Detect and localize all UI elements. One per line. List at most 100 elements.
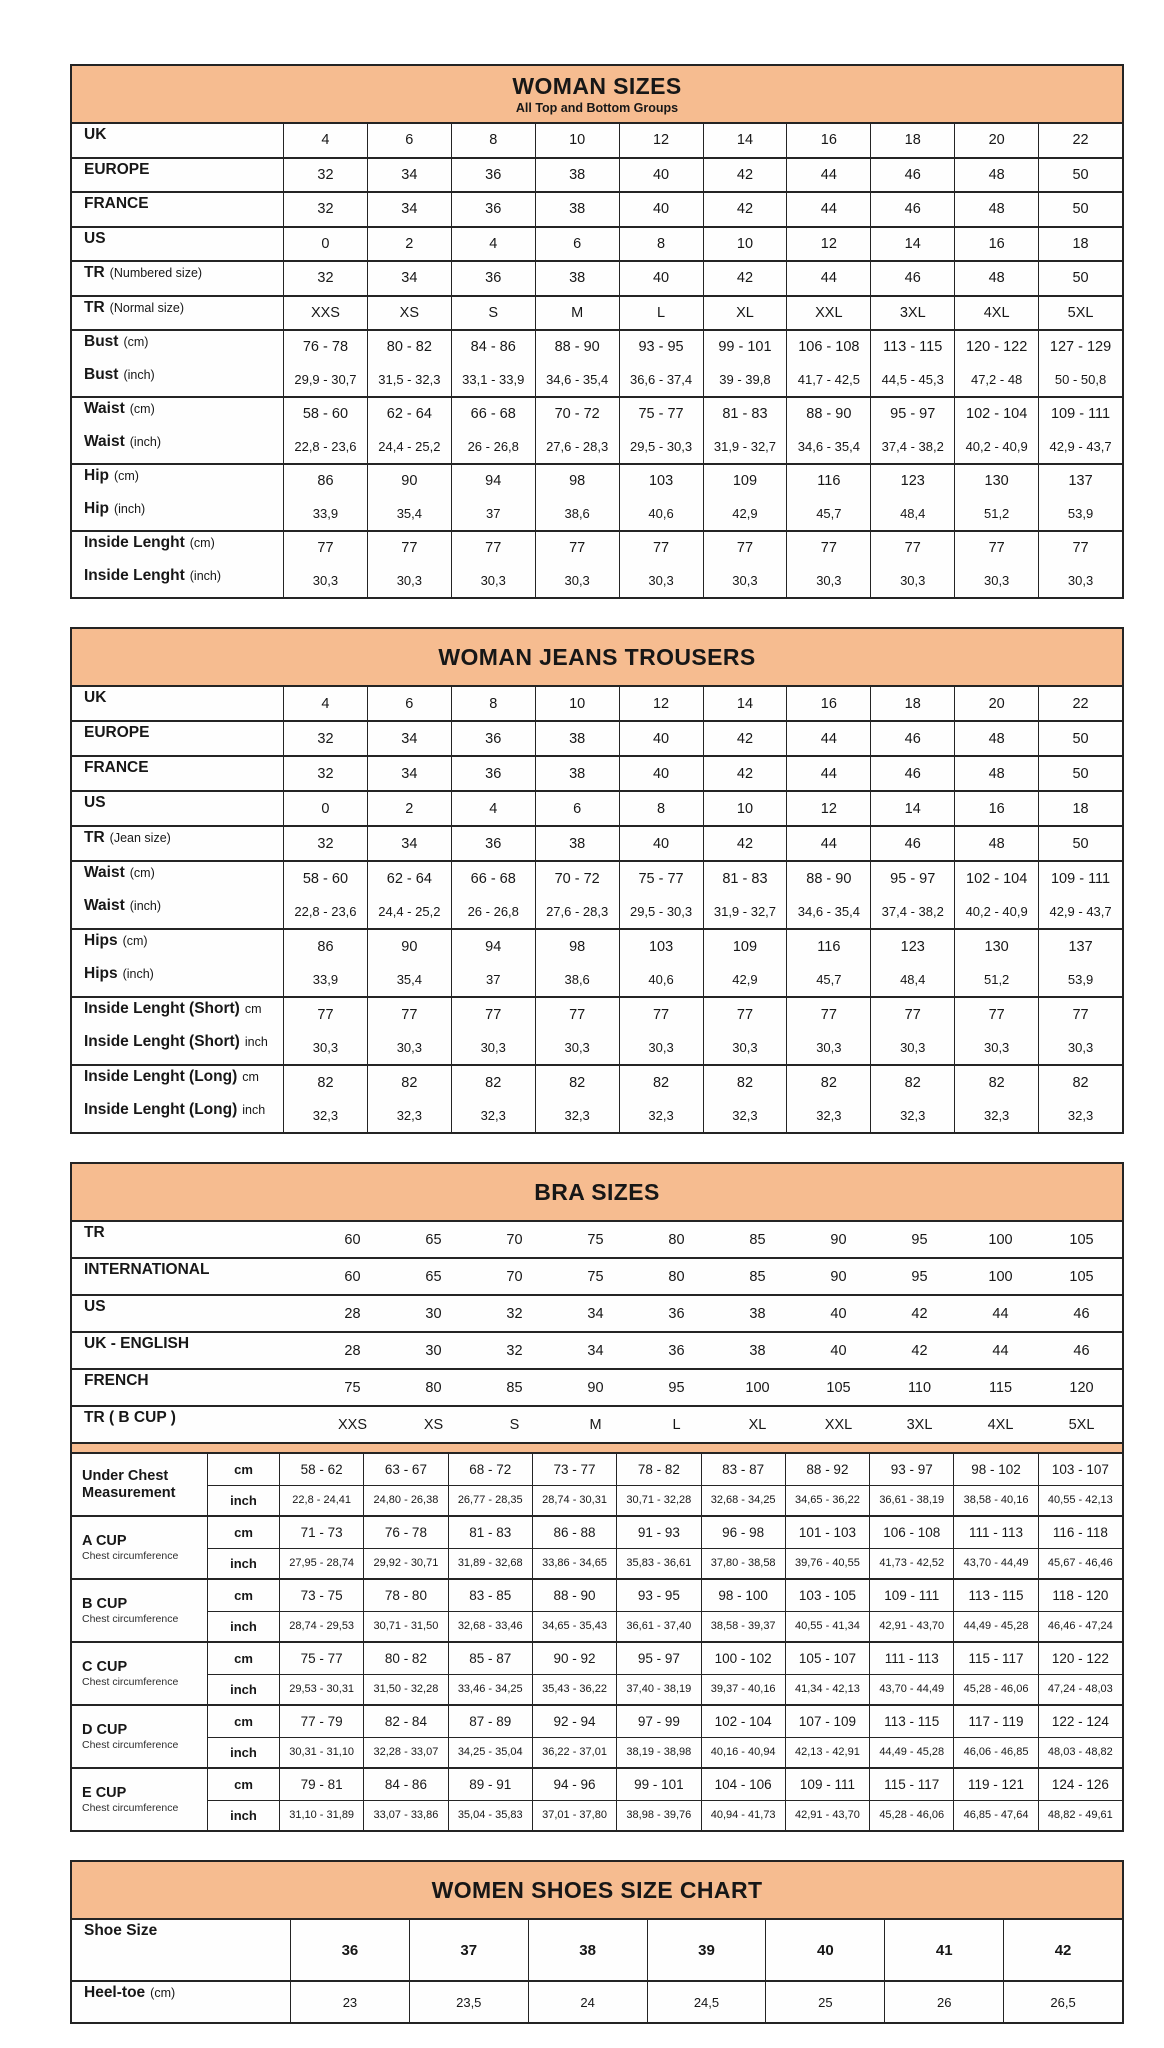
- size-value: 23,5: [408, 1982, 528, 2022]
- size-value: 35,83 - 36,61: [616, 1547, 701, 1578]
- size-value: 82: [870, 1066, 954, 1099]
- size-value: 40,6: [618, 963, 703, 996]
- size-value: 98 - 100: [700, 1580, 785, 1611]
- size-value: 29,5 - 30,3: [618, 895, 703, 928]
- size-value: 60: [344, 1231, 361, 1248]
- size-value: 45,28 - 46,06: [869, 1799, 954, 1830]
- row-label-note: (cm): [122, 934, 148, 948]
- size-value: 78 - 82: [616, 1454, 700, 1485]
- size-value: 42: [702, 722, 787, 755]
- size-value: 109 - 111: [1038, 862, 1122, 895]
- size-value: 4: [283, 124, 367, 157]
- size-value: 41,34 - 42,13: [784, 1673, 870, 1704]
- size-value: 80: [668, 1268, 685, 1285]
- size-value: 87 - 89: [447, 1706, 532, 1737]
- size-value: 46,85 - 47,64: [953, 1799, 1038, 1830]
- size-value: 58 - 60: [283, 398, 367, 431]
- size-value: 38,6: [534, 963, 619, 996]
- size-value: 137: [1038, 930, 1122, 963]
- size-value: 42: [1003, 1920, 1122, 1980]
- size-value: 75 - 77: [618, 398, 703, 431]
- row-label: Hip (inch): [72, 498, 283, 531]
- size-value: 8: [618, 792, 703, 825]
- size-value: 36: [668, 1305, 685, 1322]
- size-value: 62 - 64: [366, 862, 451, 895]
- row-label-text: TR: [84, 298, 105, 316]
- size-value: 100: [745, 1379, 770, 1396]
- cup-label-text: E CUP: [82, 1784, 127, 1801]
- size-value: 18: [870, 687, 954, 720]
- size-value: 42,9 - 43,7: [1038, 430, 1122, 463]
- size-value: 34,65 - 35,43: [531, 1610, 617, 1641]
- size-value: 50: [1038, 722, 1122, 755]
- size-value: 119 - 121: [953, 1769, 1037, 1800]
- size-value: 5XL: [1038, 296, 1122, 329]
- cup-label: C CUP Chest circumference: [72, 1643, 207, 1704]
- row-label: FRANCE: [72, 193, 283, 226]
- size-value: 34: [366, 158, 451, 191]
- size-value: 42: [702, 827, 787, 860]
- size-value: 50 - 50,8: [1038, 363, 1122, 396]
- size-value: 68 - 72: [447, 1454, 532, 1485]
- size-value: 38: [749, 1342, 766, 1359]
- table-row: US 0 2 4 6 8 10 12 14 16 18: [72, 792, 1122, 825]
- row-group: Inside Lenght (cm) 77 77 77 77 77 77 77 77 77 77 Ins…: [72, 530, 1122, 597]
- size-value: 24,4 - 25,2: [366, 430, 451, 463]
- size-value: 113 - 115: [870, 331, 954, 364]
- table-row: FRANCE 32 34 36 38 40 42 44 46 48 50: [72, 193, 1122, 226]
- size-value: 26 - 26,8: [450, 895, 535, 928]
- row-label: UK: [72, 124, 283, 157]
- row-label-note: (inch): [122, 967, 154, 981]
- size-value: M: [589, 1416, 602, 1433]
- size-value: 32,3: [870, 1099, 954, 1132]
- size-value: 111 - 113: [953, 1517, 1037, 1548]
- row-label-text: Bust: [84, 333, 119, 350]
- size-value: 12: [786, 792, 870, 825]
- size-value: 30,3: [870, 1031, 954, 1064]
- size-value: 2: [366, 227, 451, 260]
- size-value: 32,68 - 33,46: [447, 1610, 532, 1641]
- row-label-note: (Numbered size): [109, 266, 203, 280]
- size-value: 77: [870, 532, 954, 565]
- size-value: 44: [786, 262, 870, 295]
- size-value: 86: [283, 930, 367, 963]
- size-value: 118 - 120: [1037, 1580, 1122, 1611]
- row-label-note: inch: [244, 1035, 268, 1049]
- cup-label-text: D CUP: [82, 1721, 128, 1738]
- size-value: 31,9 - 32,7: [702, 430, 787, 463]
- size-value: S: [509, 1416, 520, 1433]
- size-value: 80 - 82: [366, 331, 451, 364]
- size-value: 77 - 79: [279, 1706, 363, 1737]
- size-value: 90 - 92: [531, 1643, 616, 1674]
- size-value: 107 - 109: [784, 1706, 869, 1737]
- size-value: 34,6 - 35,4: [786, 895, 870, 928]
- size-value: 96 - 98: [700, 1517, 785, 1548]
- row-label-note: (cm): [129, 866, 155, 880]
- size-value: 18: [1038, 227, 1122, 260]
- size-value: 32,3: [702, 1099, 787, 1132]
- row-group: TR (Normal size) XXS XS S M L XL XXL 3XL 4XL 5XL: [72, 294, 1122, 329]
- size-value: 65: [425, 1231, 442, 1248]
- size-value: 101 - 103: [784, 1517, 869, 1548]
- size-value: 32: [283, 158, 367, 191]
- size-value: 36: [450, 827, 535, 860]
- size-value: 44: [786, 722, 870, 755]
- bra-sizes-table: BRA SIZES TR 60 65 70 75 80 85 90 95 100 105 INTERN…: [70, 1162, 1124, 1832]
- size-value: 105: [1069, 1268, 1094, 1285]
- size-value: 3XL: [870, 296, 954, 329]
- size-value: 100 - 102: [700, 1643, 785, 1674]
- size-value: 20: [954, 687, 1038, 720]
- size-value: 16: [954, 227, 1038, 260]
- size-value: S: [450, 296, 535, 329]
- table-title: WOMEN SHOES SIZE CHART: [431, 1876, 763, 1903]
- woman-jeans-title-band: WOMAN JEANS TROUSERS: [72, 629, 1122, 687]
- size-value: L: [618, 296, 703, 329]
- cup-label: D CUP Chest circumference: [72, 1706, 207, 1767]
- size-value: 30,71 - 31,50: [363, 1610, 448, 1641]
- size-value: 123: [870, 465, 954, 498]
- size-value: 16: [786, 687, 870, 720]
- cup-group: B CUP Chest circumference cm 73 - 75 78 - 80…: [72, 1578, 1122, 1641]
- size-value: 94 - 96: [531, 1769, 616, 1800]
- size-value: 4: [450, 227, 535, 260]
- size-value: XS: [423, 1416, 444, 1433]
